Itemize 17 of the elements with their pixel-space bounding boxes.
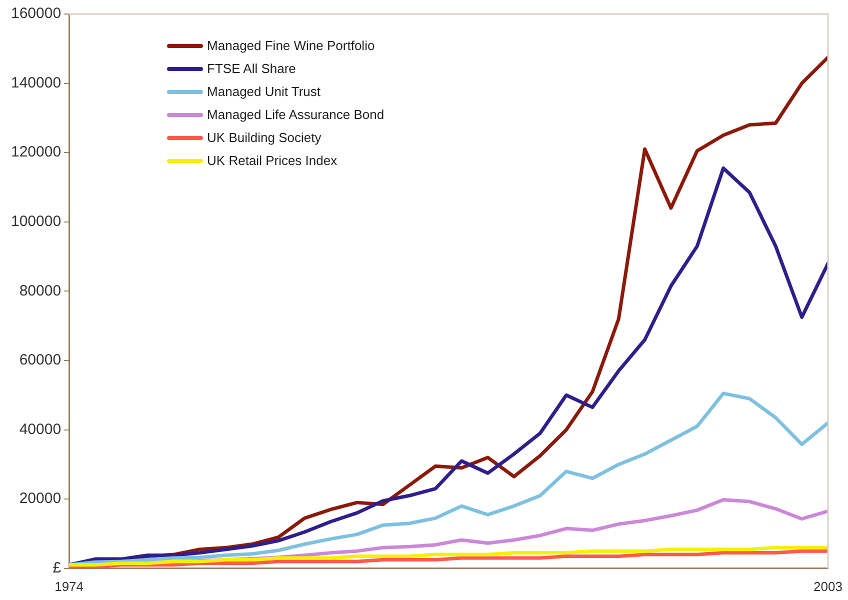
legend-label: FTSE All Share (207, 61, 296, 76)
y-tick-label: 20000 (19, 490, 62, 508)
legend-label: UK Building Society (207, 130, 322, 145)
x-tick-label: 1974 (54, 578, 84, 594)
y-tick-label: 140000 (10, 74, 62, 92)
legend-label: Managed Life Assurance Bond (207, 107, 384, 122)
y-tick-label: 100000 (10, 213, 62, 230)
y-tick-label: 60000 (19, 352, 62, 369)
y-tick-label: 80000 (19, 282, 62, 300)
legend-label: UK Retail Prices Index (207, 153, 338, 168)
legend-label: Managed Unit Trust (207, 84, 320, 99)
x-tick-label: 2003 (814, 578, 842, 594)
y-tick-label: 160000 (10, 5, 62, 22)
y-tick-label: £ (52, 560, 62, 577)
legend-label: Managed Fine Wine Portfolio (207, 38, 375, 53)
y-tick-label: 40000 (19, 420, 62, 438)
y-tick-label: 120000 (10, 144, 62, 161)
